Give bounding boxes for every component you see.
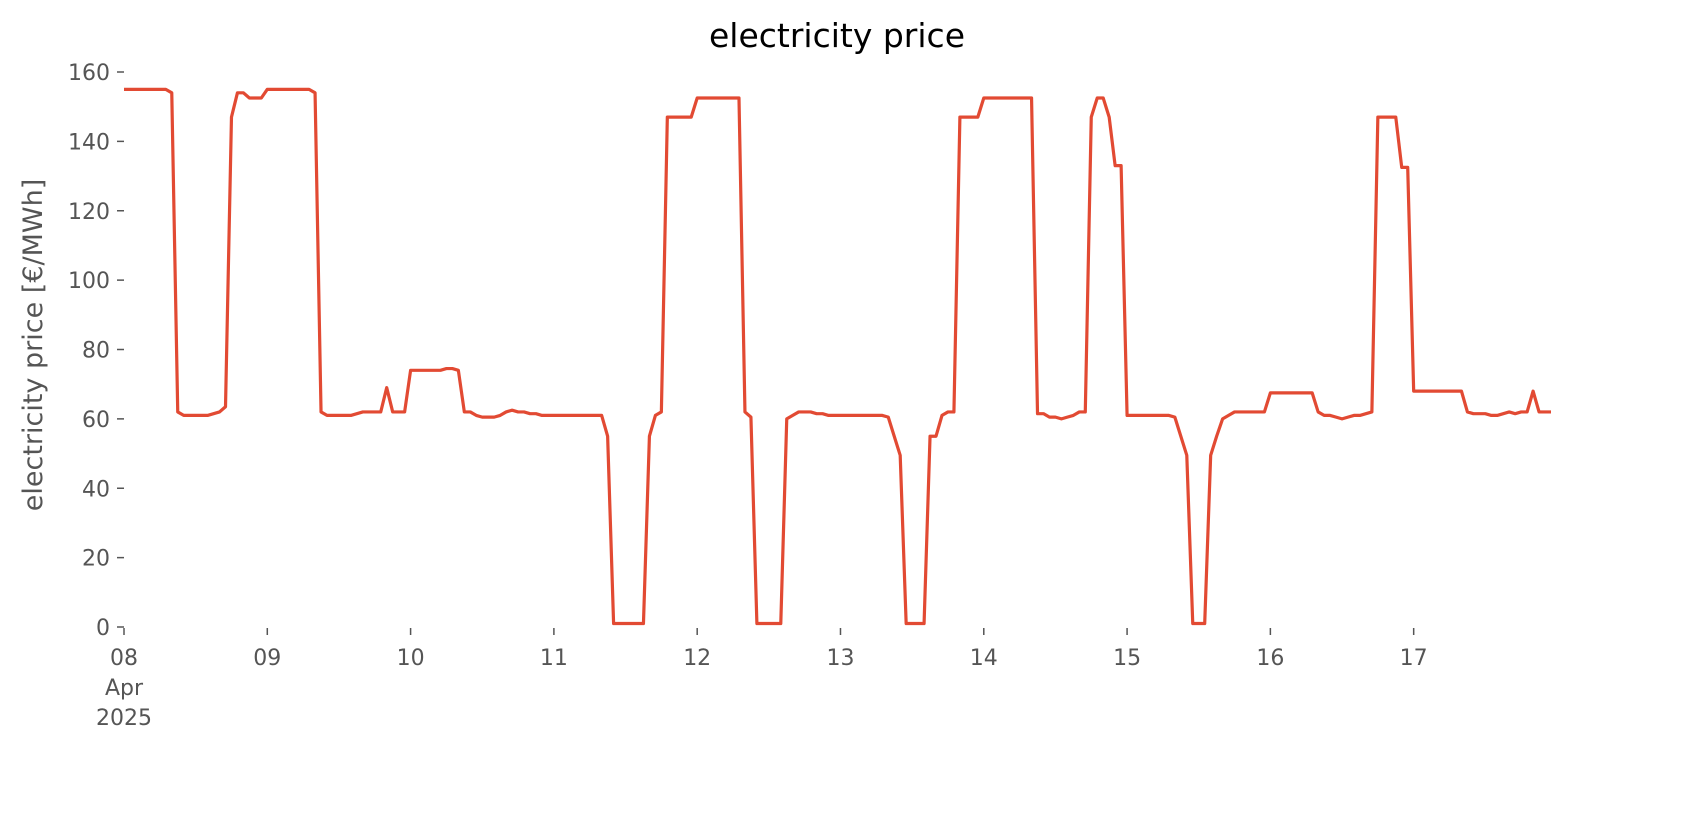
y-tick-label: 80 <box>82 339 110 364</box>
y-tick-label: 0 <box>96 616 110 641</box>
x-tick-label: 15 <box>1113 646 1141 671</box>
price-line <box>124 87 1551 626</box>
y-tick-label: 20 <box>82 547 110 572</box>
x-tick-label: 17 <box>1400 646 1428 671</box>
y-tick-label: 40 <box>82 477 110 502</box>
x-tick-label: 10 <box>397 646 425 671</box>
x-tick-label: 16 <box>1256 646 1284 671</box>
x-tick-label: 14 <box>970 646 998 671</box>
x-tick-label: 08 Apr 2025 <box>96 646 152 731</box>
y-tick-label: 160 <box>68 61 110 86</box>
y-axis-label: electricity price [€/MWh] <box>18 179 49 511</box>
x-tick-label: 12 <box>683 646 711 671</box>
y-tick-label: 100 <box>68 269 110 294</box>
x-tick-label: 11 <box>540 646 568 671</box>
y-tick-label: 120 <box>68 200 110 225</box>
y-tick-label: 60 <box>82 408 110 433</box>
y-tick-label: 140 <box>68 130 110 155</box>
chart-title: electricity price <box>709 16 965 55</box>
x-tick-label: 13 <box>826 646 854 671</box>
x-tick-label: 09 <box>253 646 281 671</box>
